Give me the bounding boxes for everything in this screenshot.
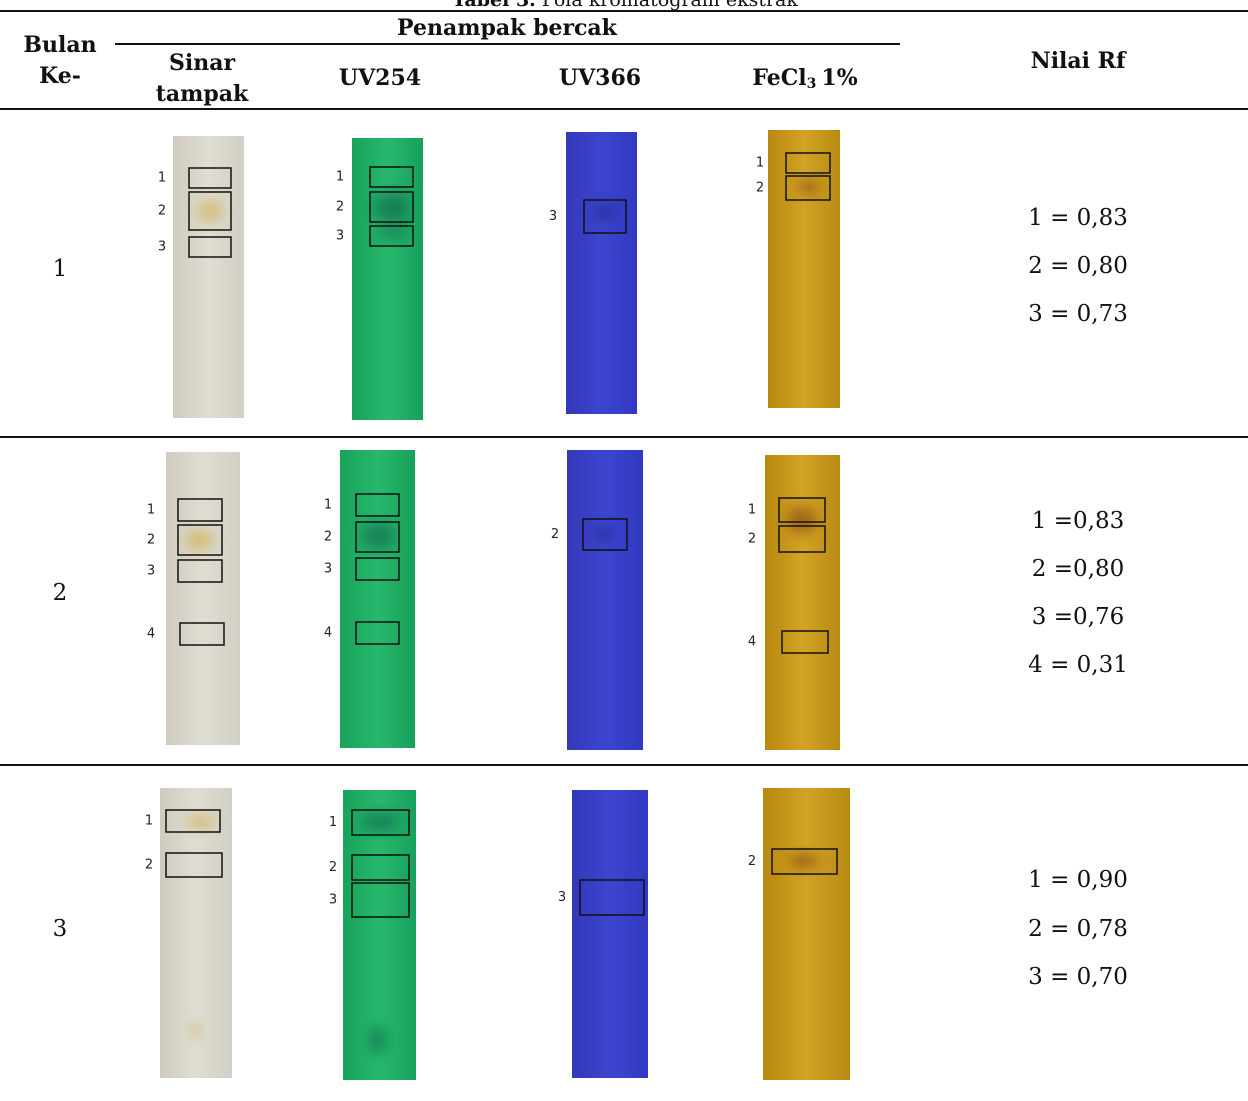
spot-label: 2 <box>336 200 344 215</box>
table: Tabel 3. Pola kromatogram ekstrak Bulan … <box>0 0 1248 1101</box>
rf-value: 1 = 0,90 <box>1028 867 1128 893</box>
page: {"caption": {"label": "Tabel 3.", "text"… <box>0 0 1248 1101</box>
tlc-plate: 2 <box>748 788 850 1080</box>
plate-image <box>765 455 840 750</box>
header-month: Ke- <box>39 63 81 89</box>
spot-label: 4 <box>324 626 332 641</box>
rf-value: 3 =0,76 <box>1032 604 1124 630</box>
tlc-plate: 1 2 3 4 <box>324 450 415 748</box>
tlc-plate: 3 <box>549 132 637 414</box>
spot-label: 1 <box>336 170 344 185</box>
plate-image <box>768 130 840 408</box>
caption: Tabel 3. Pola kromatogram ekstrak <box>452 0 798 11</box>
tlc-plate: 1 2 4 <box>748 455 840 750</box>
rf-value: 2 =0,80 <box>1032 556 1124 582</box>
header-rf: Nilai Rf <box>1031 48 1127 74</box>
spot-label: 4 <box>147 627 155 642</box>
month: 1 <box>53 256 68 282</box>
tlc-plate: 1 2 3 <box>336 138 423 420</box>
spot-label: 1 <box>329 815 337 830</box>
spot-label: 1 <box>145 814 153 829</box>
caption-text: Pola kromatogram ekstrak <box>542 0 799 11</box>
spot-label: 3 <box>324 562 332 577</box>
spot-label: 1 <box>756 156 764 171</box>
header-uv366: UV366 <box>559 65 641 91</box>
plate-image <box>166 452 240 745</box>
spot-label: 1 <box>147 503 155 518</box>
fecl3-sub: 3 <box>807 76 817 92</box>
spot <box>370 1026 386 1054</box>
header-group: Penampak bercak <box>397 15 618 41</box>
spot-label: 2 <box>324 530 332 545</box>
spot-label: 2 <box>145 858 153 873</box>
plate-image <box>173 136 244 418</box>
month: 2 <box>53 580 68 606</box>
header-visible: Sinar <box>169 50 235 76</box>
header-visible: tampak <box>156 81 249 107</box>
spot <box>788 506 816 534</box>
rf-value: 3 = 0,73 <box>1028 301 1128 327</box>
spot-label: 1 <box>324 498 332 513</box>
spot-label: 3 <box>336 229 344 244</box>
plate-image <box>566 132 637 414</box>
rf-value: 1 = 0,83 <box>1028 205 1128 231</box>
month: 3 <box>53 916 68 942</box>
spot <box>593 202 617 222</box>
fecl3-rest: 1% <box>821 65 857 91</box>
spot-label: 4 <box>748 635 756 650</box>
spot <box>790 853 818 869</box>
tlc-plate: 1 2 3 <box>329 790 416 1080</box>
tlc-plate: 12 <box>145 788 232 1078</box>
spot <box>378 227 406 239</box>
tlc-plate: 1 2 3 <box>158 136 244 418</box>
spot <box>362 522 394 550</box>
spot-label: 3 <box>558 890 566 905</box>
tlc-plate: 3 <box>558 790 648 1078</box>
rf-value: 2 = 0,78 <box>1028 916 1128 942</box>
spot <box>198 199 222 223</box>
tlc-plate: 2 <box>551 450 643 750</box>
spot-label: 2 <box>329 860 337 875</box>
spot-label: 2 <box>756 181 764 196</box>
plate-image <box>572 790 648 1078</box>
spot-label: 3 <box>329 893 337 908</box>
tlc-plate: 12 <box>756 130 840 408</box>
spot-label: 2 <box>147 533 155 548</box>
spot-label: 3 <box>147 564 155 579</box>
spot-label: 1 <box>748 503 756 518</box>
spot-label: 2 <box>158 204 166 219</box>
spot-label: 1 <box>158 171 166 186</box>
plate-image <box>763 788 850 1080</box>
tlc-plate: 1 2 3 4 <box>147 452 240 745</box>
spot <box>186 528 214 552</box>
spot <box>186 814 214 830</box>
header-uv254: UV254 <box>339 65 421 91</box>
fecl3-main: FeCl <box>752 65 806 91</box>
spot-label: 2 <box>551 527 559 542</box>
spot-label: 2 <box>748 854 756 869</box>
rf-value: 3 = 0,70 <box>1028 964 1128 990</box>
rf-value: 2 = 0,80 <box>1028 253 1128 279</box>
caption-label: Tabel 3. <box>452 0 536 11</box>
header-month: Bulan <box>23 32 96 58</box>
rf-value: 4 = 0,31 <box>1028 652 1128 678</box>
spot <box>798 179 818 195</box>
spot <box>191 1022 201 1038</box>
plate-image <box>567 450 643 750</box>
spot <box>594 525 614 543</box>
spot <box>362 812 398 832</box>
spot <box>374 192 410 224</box>
rf-value: 1 =0,83 <box>1032 508 1124 534</box>
spot-label: 3 <box>158 240 166 255</box>
spot-label: 2 <box>748 532 756 547</box>
spot-label: 3 <box>549 209 557 224</box>
